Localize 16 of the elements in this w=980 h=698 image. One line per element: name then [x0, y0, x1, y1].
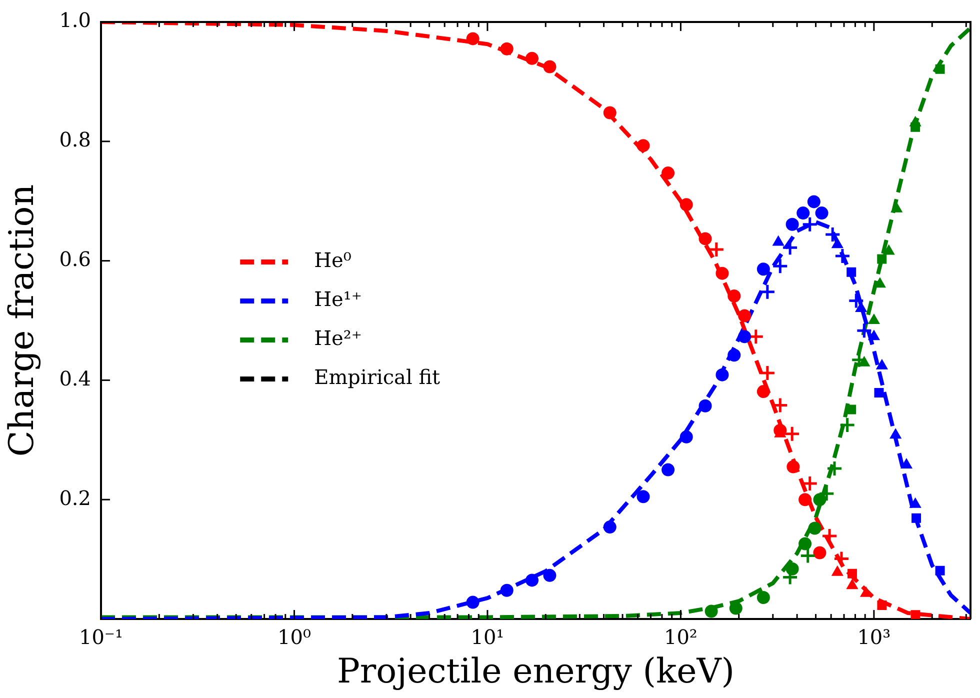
x-axis-title: Projectile energy (keV)	[336, 651, 735, 692]
legend-label: He⁰	[314, 248, 352, 272]
y-tick-label: 1.0	[59, 8, 91, 32]
x-tick-label: 10²	[664, 625, 698, 650]
x-tick-label: 10⁰	[278, 625, 311, 650]
y-tick-label: 0.6	[59, 247, 91, 272]
legend-label: He¹⁺	[314, 287, 362, 312]
x-tick-label: 10³	[857, 625, 891, 650]
legend-label: He²⁺	[314, 326, 362, 350]
y-tick-label: 0.8	[59, 128, 91, 152]
y-tick-label: 0.2	[59, 486, 91, 510]
x-tick-label: 10¹	[470, 625, 504, 650]
x-tick-label: 10⁻¹	[78, 625, 124, 650]
y-axis-title: Charge fraction	[2, 184, 42, 457]
y-tick-label: 0.4	[59, 366, 91, 390]
legend-label: Empirical fit	[314, 365, 440, 390]
